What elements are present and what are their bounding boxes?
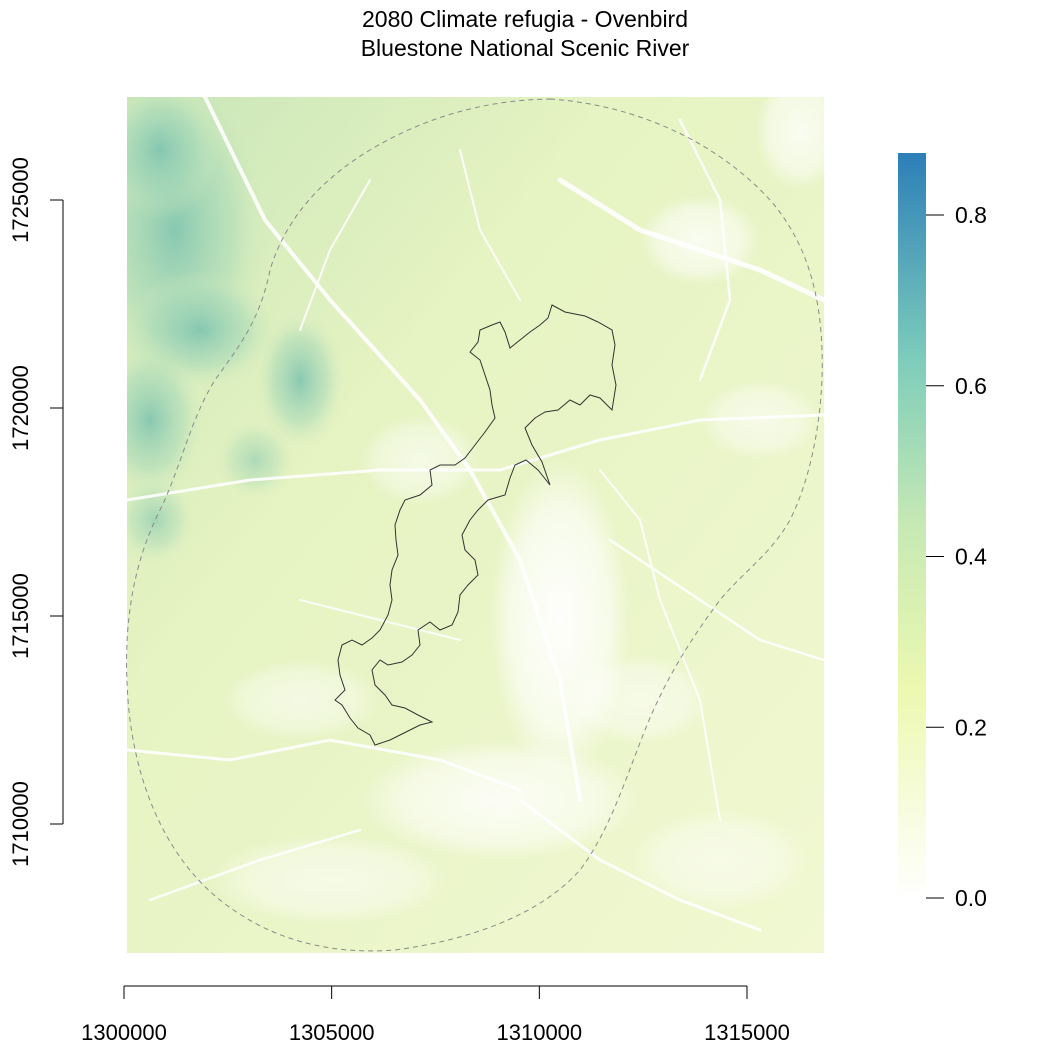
legend-tick-label: 0.0	[955, 885, 987, 911]
map-title-line-1: 2080 Climate refugia - Ovenbird	[362, 6, 688, 32]
x-tick-label: 1300000	[81, 1020, 167, 1045]
y-tick-label: 1710000	[8, 781, 33, 867]
legend-tick-label: 0.8	[955, 202, 987, 228]
legend-ticks: 0.0 0.2 0.4 0.6 0.8	[926, 202, 987, 911]
legend-tick-label: 0.6	[955, 373, 987, 399]
y-tick-label: 1720000	[8, 365, 33, 451]
x-tick-label: 1305000	[289, 1020, 375, 1045]
legend-tick-label: 0.4	[955, 544, 987, 570]
x-tick-label: 1310000	[497, 1020, 583, 1045]
legend-colorbar: 0.0 0.2 0.4 0.6 0.8	[898, 153, 987, 911]
map-title-line-2: Bluestone National Scenic River	[360, 35, 690, 61]
buffer-boundary	[126, 98, 823, 952]
x-axis: 1300000 1305000 1310000 1315000	[81, 985, 790, 1045]
x-tick-label: 1315000	[704, 1020, 790, 1045]
y-axis: 1710000 1715000 1720000 1725000	[8, 157, 64, 867]
park-boundary	[334, 304, 617, 746]
y-tick-label: 1715000	[8, 573, 33, 659]
raster-layer	[127, 97, 824, 953]
legend-gradient-bar	[898, 153, 926, 899]
legend-tick-label: 0.2	[955, 714, 987, 740]
y-tick-label: 1725000	[8, 157, 33, 243]
